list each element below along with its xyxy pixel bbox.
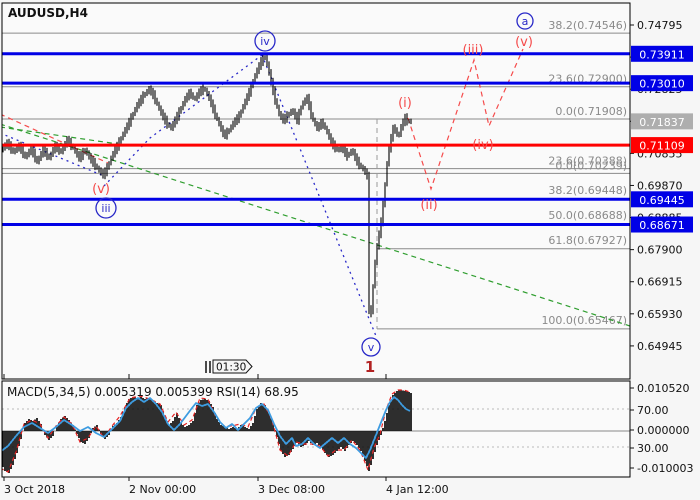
wave-label-blue: a [522,15,529,28]
x-axis-label: 2 Nov 00:00 [129,483,196,496]
current-price-badge-label: 0.71837 [639,116,685,129]
wave-label-red: (i) [398,96,412,111]
chart-built-layers: 38.2(0.74546)23.6(0.72900)0.0(0.71908)23… [1,2,693,496]
wave-label-red: (v) [92,182,110,197]
wave-label-red: (v) [515,35,533,50]
price-axis-tick-label: 0.66915 [637,276,683,289]
sr-price-badge-rect [631,45,693,62]
sr-price-badge-label: 0.69445 [639,194,685,207]
indicator-values-label: MACD(5,34,5) 0.005319 0.005399 RSI(14) 6… [7,385,299,399]
sr-price-badge-rect [631,75,693,92]
fib-label: 38.2(0.74546) [548,19,627,32]
sr-price-badge-rect [631,137,693,154]
symbol-timeframe-title: AUDUSD,H4 [8,6,88,20]
indicator-axis-label: -0.010003 [637,462,693,475]
indicator-axis-label: 0.010520 [637,382,690,395]
wave-label-red: (iii) [463,43,484,58]
wave-circle [254,30,276,52]
indicator-panel-border [1,380,631,478]
fib-box-label: 50.0(0.68688) [548,209,627,222]
candles-group [2,53,412,318]
sr-price-badge-label: 0.68671 [639,219,685,232]
wave-label-red: (iv) [472,138,493,153]
wave-label-blue: v [368,341,375,354]
fib-label: 0.0(0.71908) [555,105,627,118]
rsi-line [2,396,411,459]
wave-circle [516,12,534,30]
blue-wave-path [2,133,105,177]
indicator-axis-label: 70.00 [637,404,669,417]
green-trendline-short [2,126,119,145]
main-panel-bg [2,3,630,379]
main-chart-layer: 38.2(0.74546)23.6(0.72900)0.0(0.71908)23… [2,12,630,376]
macd-signal-line [2,389,411,473]
price-axis-tick-label: 0.67900 [637,244,683,257]
countdown-tag [212,359,253,374]
x-axis-label: 4 Jan 12:00 [386,483,449,496]
fib-label: 0.0(0.70239) [555,159,627,172]
wave-circle [95,197,117,219]
price-axis-tick-label: 0.64945 [637,340,683,353]
indicator-panel-bg [2,381,630,477]
wave-label-red: (ii) [420,198,437,213]
wave-label-blue: iv [260,35,270,48]
indicator-axis-label: 0.000000 [637,424,690,437]
main-panel-border [1,2,631,380]
blue-wave-path [103,54,263,187]
red-wave-path-left [2,114,109,164]
green-trendline [2,124,630,327]
price-axis-tick-label: 0.69870 [637,179,683,192]
x-axis-label: 3 Dec 08:00 [258,483,325,496]
wave-circle [361,337,381,357]
sr-price-badge-rect [631,191,693,208]
fib-box-label: 100.0(0.65467) [541,314,627,327]
sr-price-badge-rect [631,216,693,233]
wave-one-label: 1 [365,358,375,376]
current-price-badge-rect [631,113,693,130]
indicator-axis-label: 30.00 [637,442,669,455]
sr-price-badge-label: 0.73010 [639,78,685,91]
x-axis-label: 3 Oct 2018 [4,483,65,496]
red-projection-path [407,48,524,191]
blue-wave-path [261,54,377,337]
countdown-label: 01:30 [216,362,246,374]
fib-label: 23.6(0.70388) [548,155,627,168]
sr-price-badge-label: 0.73911 [639,48,685,61]
price-axis-tick-label: 0.74795 [637,19,683,32]
indicator-layer [2,389,630,473]
sr-price-badge-label: 0.71109 [639,140,685,153]
price-axis-tick-label: 0.65930 [637,308,683,321]
fib-box-label: 38.2(0.69448) [548,184,627,197]
wave-label-blue: iii [101,202,110,215]
fib-box-label: 61.8(0.67927) [548,234,627,247]
